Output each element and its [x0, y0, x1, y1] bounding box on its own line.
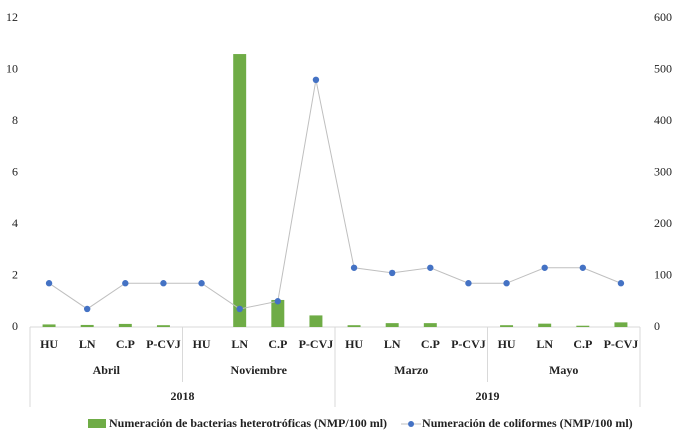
point: [122, 280, 129, 287]
point: [579, 264, 587, 271]
x-tick-label: LN: [384, 337, 401, 351]
x-tick-label: HU: [498, 337, 516, 351]
x-tick-label: C.P: [268, 337, 287, 351]
point: [160, 280, 167, 287]
bar: [233, 54, 247, 328]
y2-tick-label: 500: [654, 61, 672, 75]
point: [198, 280, 205, 287]
bar: [576, 325, 590, 327]
point: [388, 269, 396, 277]
group-label: Abril: [93, 363, 121, 377]
group-label: Mayo: [549, 363, 578, 377]
point: [350, 264, 358, 271]
x-tick-label: HU: [40, 337, 58, 351]
group-label: Marzo: [394, 363, 428, 377]
bar: [118, 323, 132, 327]
point: [83, 305, 91, 313]
x-tick-label: P-CVJ: [451, 337, 486, 351]
bar: [614, 322, 628, 327]
y-tick-label: 4: [12, 216, 18, 230]
x-tick-label: HU: [193, 337, 211, 351]
point: [541, 264, 548, 271]
bar: [309, 315, 323, 327]
point: [617, 280, 625, 287]
bar: [80, 324, 94, 327]
x-tick-label: C.P: [421, 337, 440, 351]
y2-tick-label: 0: [654, 319, 660, 333]
point: [427, 264, 434, 271]
bar: [42, 324, 56, 327]
y2-tick-label: 600: [654, 10, 672, 24]
point: [503, 280, 510, 287]
line: [48, 79, 622, 310]
bar: [423, 323, 437, 327]
y2-tick-label: 200: [654, 216, 672, 230]
y2-tick-label: 300: [654, 164, 672, 178]
x-tick-label: LN: [231, 337, 248, 351]
x-tick-label: HU: [345, 337, 363, 351]
point: [274, 298, 282, 305]
point: [312, 76, 320, 84]
bar: [500, 325, 514, 327]
legend-swatch: [88, 419, 106, 428]
y-tick-label: 8: [12, 113, 18, 127]
supergroup-label: 2018: [171, 389, 195, 403]
y-tick-label: 6: [12, 164, 18, 178]
bar: [347, 325, 361, 327]
x-tick-label: LN: [536, 337, 553, 351]
supergroup-label: 2019: [476, 389, 500, 403]
legend-swatch: [408, 421, 415, 427]
x-tick-label: P-CVJ: [146, 337, 181, 351]
group-label: Noviembre: [231, 363, 288, 377]
point: [465, 280, 472, 287]
bar: [156, 325, 170, 327]
x-tick-label: LN: [79, 337, 96, 351]
y2-tick-label: 100: [654, 267, 672, 281]
y-tick-label: 0: [12, 319, 18, 333]
y-tick-label: 12: [6, 10, 18, 24]
legend-label: Numeración de coliformes (NMP/100 ml): [422, 416, 633, 430]
point: [45, 280, 53, 287]
bar: [385, 323, 399, 327]
x-tick-label: P-CVJ: [604, 337, 639, 351]
bar: [538, 323, 552, 327]
x-tick-label: C.P: [116, 337, 135, 351]
y-tick-label: 2: [12, 267, 18, 281]
y-tick-label: 10: [6, 61, 18, 75]
x-tick-label: C.P: [573, 337, 592, 351]
y2-tick-label: 400: [654, 113, 672, 127]
x-tick-label: P-CVJ: [299, 337, 334, 351]
bar: [271, 299, 285, 327]
legend-label: Numeración de bacterias heterotróficas (…: [109, 416, 387, 430]
point: [236, 305, 243, 313]
